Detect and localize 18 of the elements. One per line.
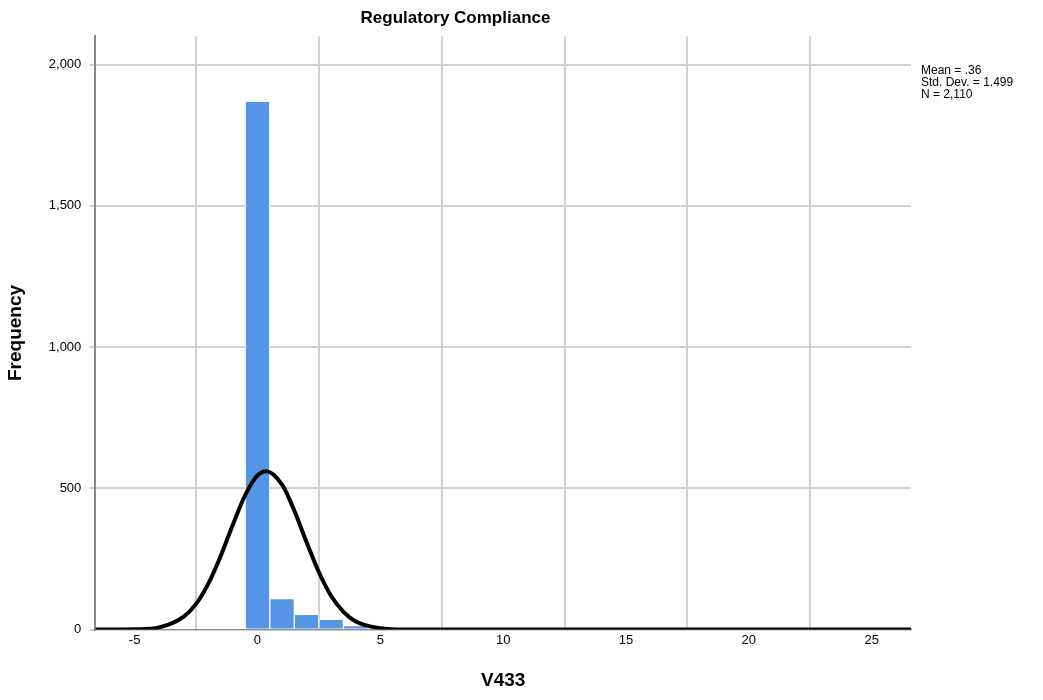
y-tick-label: 2,000 [48,56,82,72]
x-tick-label: 15 [618,631,634,647]
text: Mean = .36 [921,62,982,77]
x-tick-label: -5 [128,631,141,647]
x-tick-label: 0 [253,631,262,647]
x-tick-label: 25 [864,631,879,647]
y-tick-label: 1,500 [48,197,82,213]
x-tick-label: 5 [376,631,384,647]
y-tick-label: 0 [74,621,82,637]
y-axis-title: Frequency [3,284,25,382]
text: Std. Dev. = 1.499 [921,74,1014,89]
y-tick-label: 500 [59,479,82,495]
text: N = 2,110 [921,86,973,101]
x-tick-label: 20 [741,631,757,647]
chart-title: Regulatory Compliance [360,7,551,27]
x-tick-label: 10 [495,631,511,647]
x-axis-title: V433 [480,668,526,690]
y-tick-label: 1,000 [48,338,82,354]
